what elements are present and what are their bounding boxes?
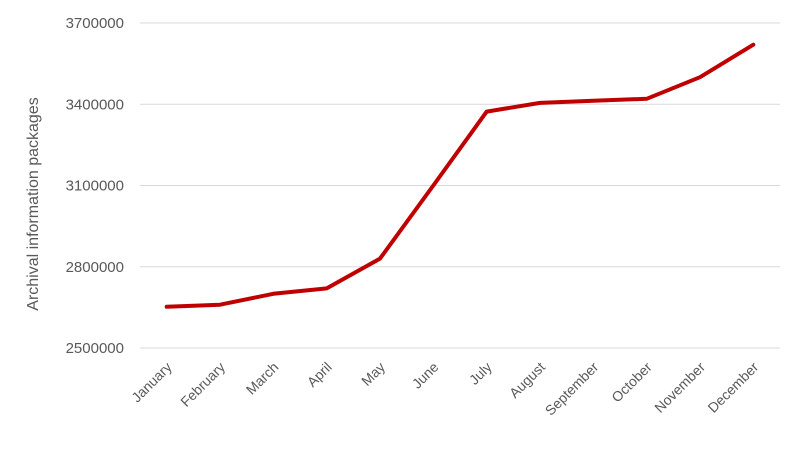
series-line bbox=[164, 42, 756, 309]
x-tick-label: October bbox=[608, 359, 655, 406]
x-tick-label: July bbox=[466, 359, 495, 388]
x-tick-label: February bbox=[177, 359, 228, 410]
y-axis-ticks: 2500000 2800000 3100000 3400000 3700000 bbox=[66, 15, 124, 357]
x-tick-label: March bbox=[243, 359, 282, 398]
y-tick-label: 3400000 bbox=[66, 96, 124, 113]
x-tick-label: August bbox=[506, 359, 548, 401]
x-tick-label: May bbox=[358, 359, 388, 389]
gridlines bbox=[140, 22, 780, 349]
x-tick-label: January bbox=[128, 359, 175, 406]
x-tick-label: June bbox=[409, 359, 442, 392]
y-tick-label: 3700000 bbox=[66, 15, 124, 32]
y-axis-label: Archival information packages bbox=[25, 97, 42, 310]
y-tick-label: 2800000 bbox=[66, 259, 124, 276]
x-tick-label: December bbox=[704, 359, 761, 416]
y-tick-label: 2500000 bbox=[66, 340, 124, 357]
x-tick-label: September bbox=[542, 359, 602, 419]
x-tick-label: November bbox=[651, 359, 708, 416]
y-tick-label: 3100000 bbox=[66, 178, 124, 195]
x-tick-label: April bbox=[304, 359, 335, 390]
x-axis-ticks: January February March April May June July Augu… bbox=[128, 359, 761, 419]
series-layer bbox=[164, 42, 756, 309]
